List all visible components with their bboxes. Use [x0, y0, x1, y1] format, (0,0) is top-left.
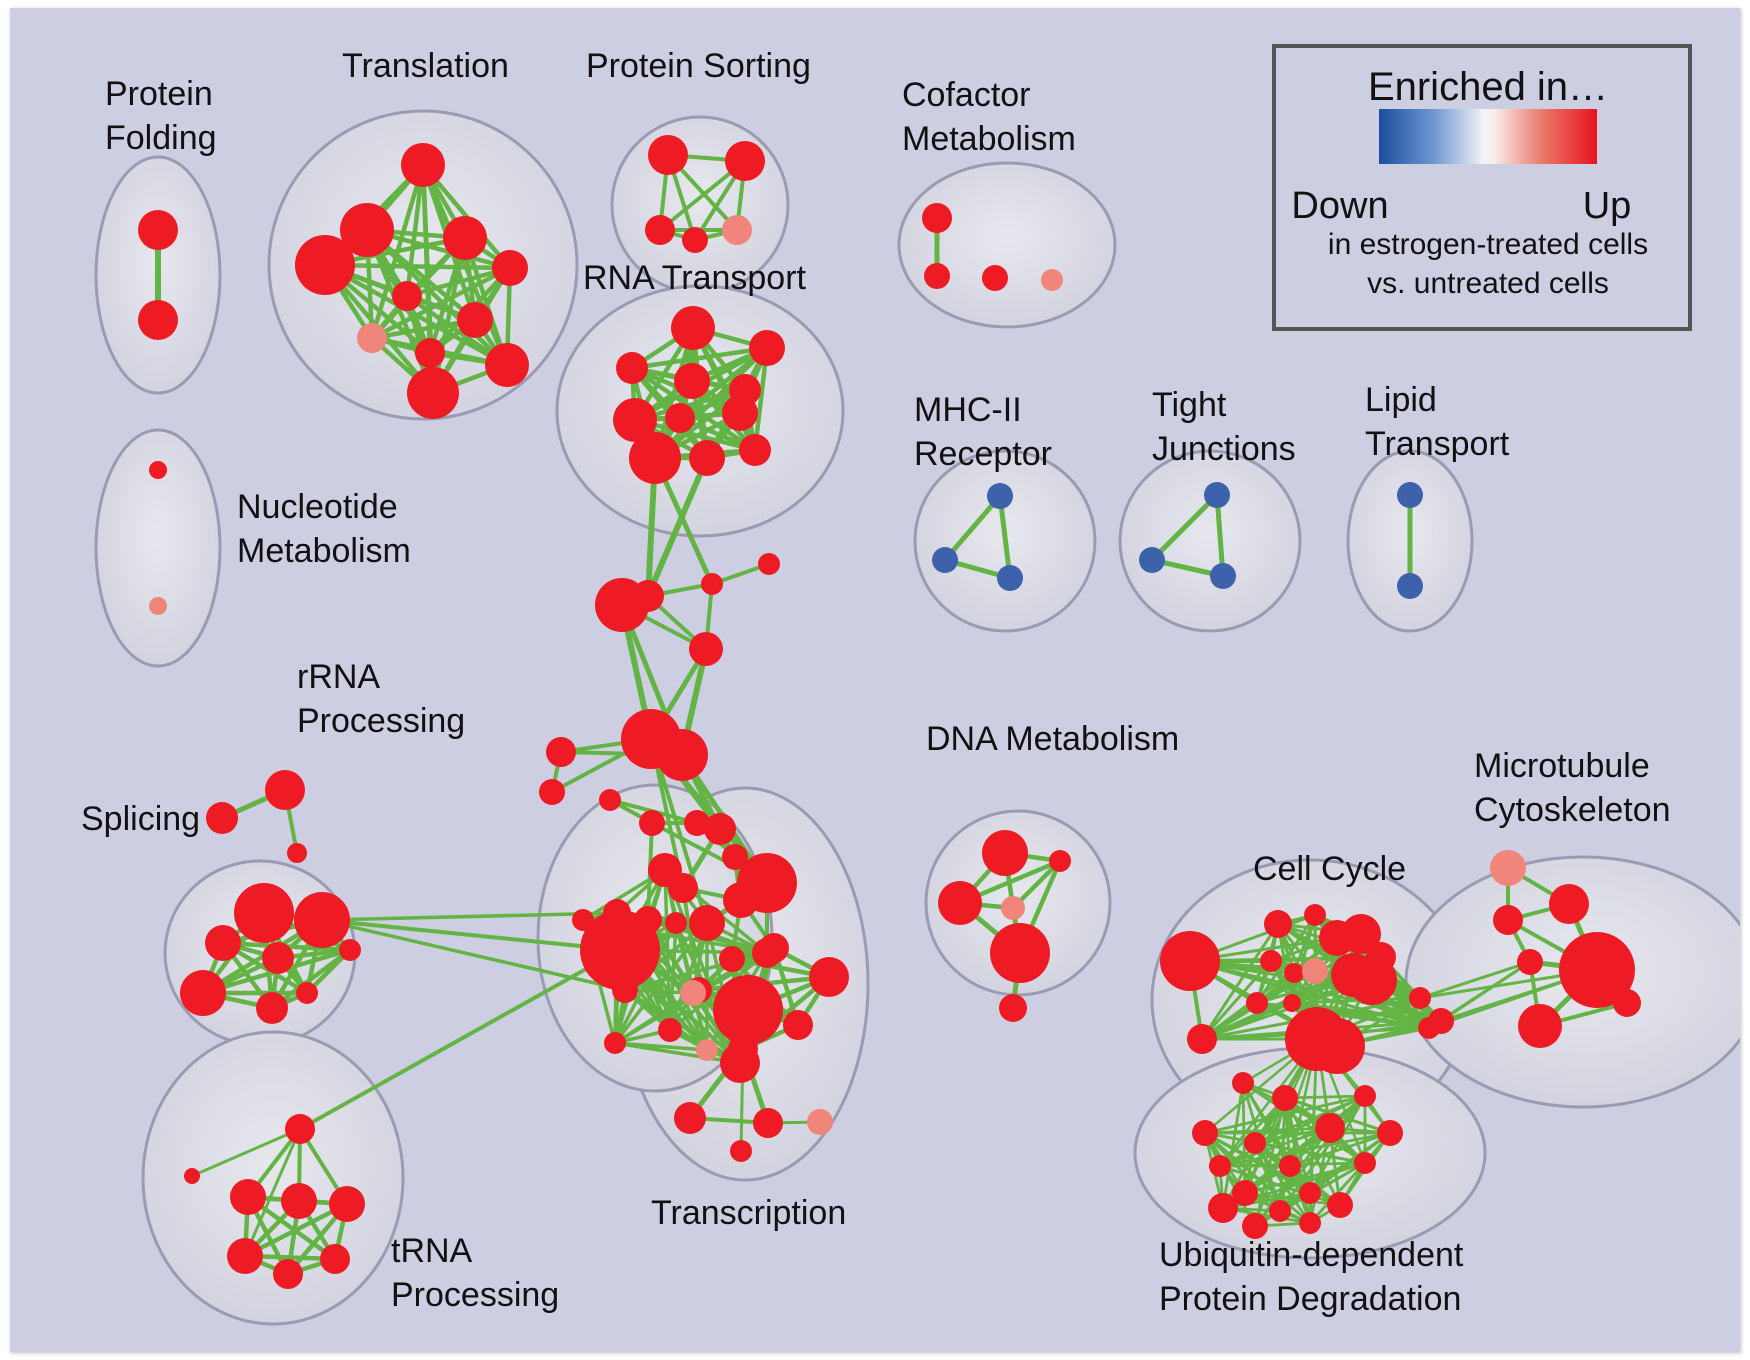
svg-text:Junctions: Junctions [1152, 430, 1296, 468]
svg-text:Receptor: Receptor [914, 435, 1052, 473]
svg-text:in estrogen-treated cells: in estrogen-treated cells [1328, 228, 1648, 261]
svg-text:MHC-II: MHC-II [914, 391, 1022, 429]
svg-text:Transport: Transport [1365, 425, 1510, 463]
svg-text:Up: Up [1583, 185, 1632, 227]
svg-text:Processing: Processing [297, 702, 465, 740]
svg-text:Protein Degradation: Protein Degradation [1159, 1280, 1461, 1318]
svg-text:Folding: Folding [105, 119, 217, 157]
svg-text:Protein Sorting: Protein Sorting [586, 47, 811, 85]
svg-text:Microtubule: Microtubule [1474, 747, 1650, 785]
svg-text:tRNA: tRNA [391, 1232, 473, 1270]
svg-text:Cell Cycle: Cell Cycle [1253, 850, 1406, 888]
svg-text:Enriched in…: Enriched in… [1368, 65, 1608, 109]
svg-text:Metabolism: Metabolism [902, 120, 1076, 158]
svg-text:Tight: Tight [1152, 386, 1227, 424]
svg-text:Ubiquitin-dependent: Ubiquitin-dependent [1159, 1236, 1464, 1274]
svg-text:Protein: Protein [105, 75, 213, 113]
svg-text:DNA Metabolism: DNA Metabolism [926, 720, 1179, 758]
svg-text:Nucleotide: Nucleotide [237, 488, 398, 526]
svg-text:Cofactor: Cofactor [902, 76, 1031, 114]
svg-text:Translation: Translation [342, 47, 509, 85]
svg-text:RNA Transport: RNA Transport [583, 259, 807, 297]
svg-text:Lipid: Lipid [1365, 381, 1437, 419]
svg-text:Processing: Processing [391, 1276, 559, 1314]
svg-text:Down: Down [1291, 185, 1388, 227]
svg-text:vs. untreated cells: vs. untreated cells [1367, 267, 1609, 300]
svg-text:Splicing: Splicing [81, 800, 200, 838]
svg-text:rRNA: rRNA [297, 658, 380, 696]
svg-text:Metabolism: Metabolism [237, 532, 411, 570]
svg-text:Transcription: Transcription [651, 1194, 846, 1232]
svg-text:Cytoskeleton: Cytoskeleton [1474, 791, 1671, 829]
